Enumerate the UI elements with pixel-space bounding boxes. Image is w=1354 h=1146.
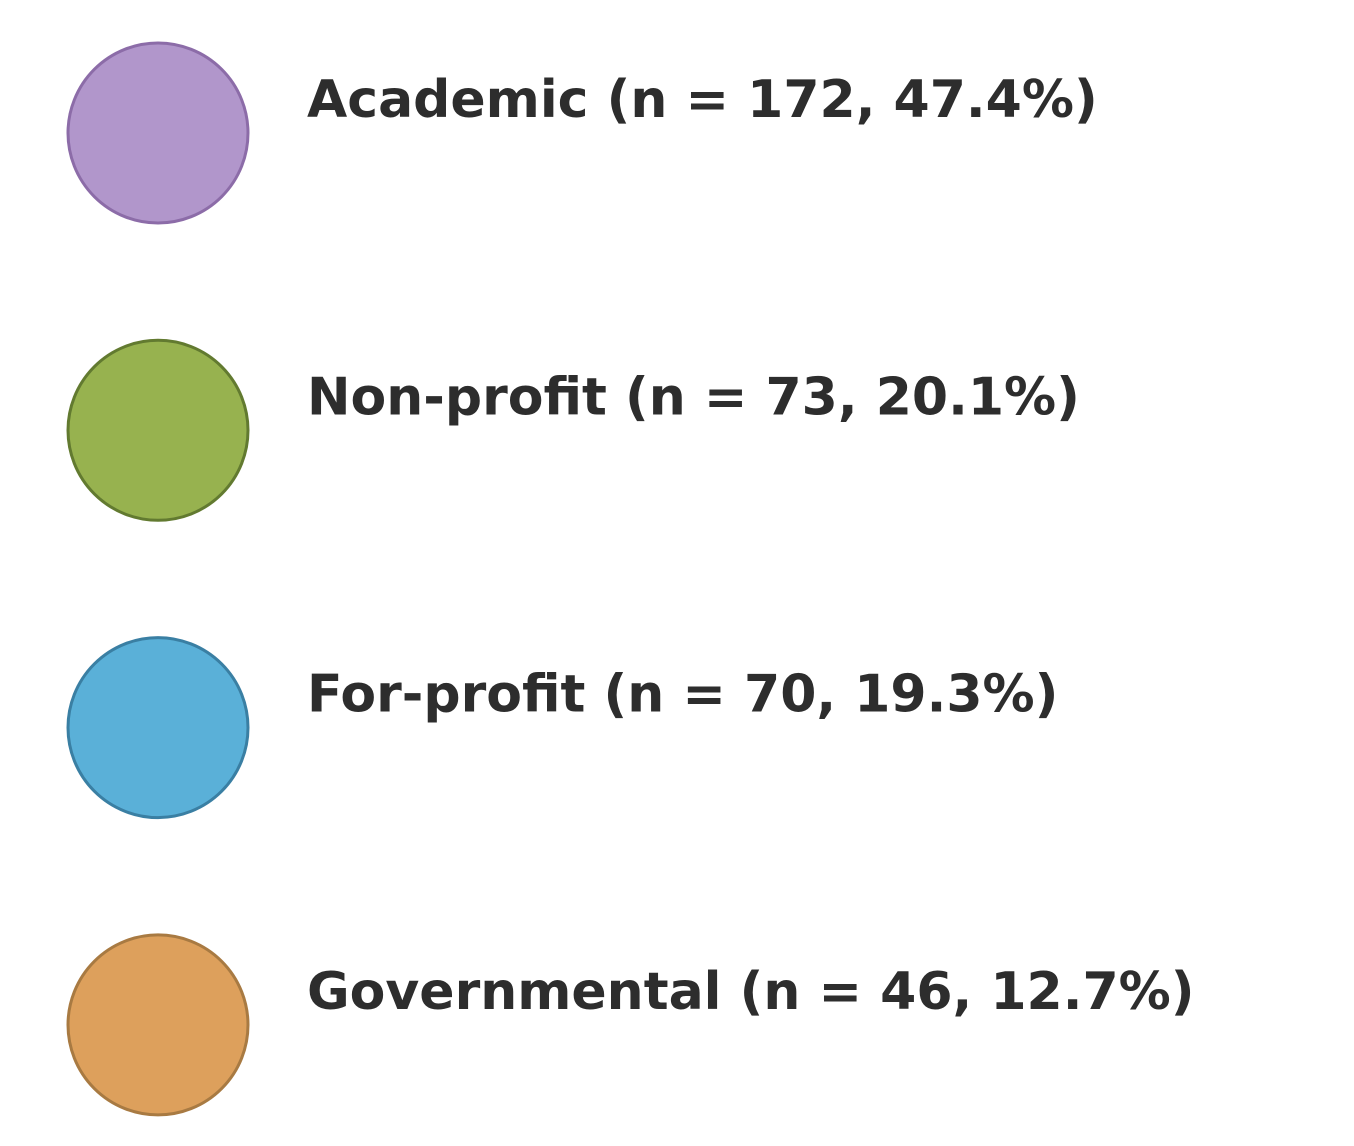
legend-label: Non-profit (n = 73, 20.1%) xyxy=(307,367,1080,427)
legend-swatch xyxy=(66,636,250,820)
legend-swatch xyxy=(66,933,250,1117)
legend-swatch xyxy=(66,338,250,522)
legend-label: Governmental (n = 46, 12.7%) xyxy=(307,962,1195,1022)
legend-swatch xyxy=(66,41,250,225)
legend-label: Academic (n = 172, 47.4%) xyxy=(307,70,1098,130)
legend-label: For-profit (n = 70, 19.3%) xyxy=(307,665,1058,725)
